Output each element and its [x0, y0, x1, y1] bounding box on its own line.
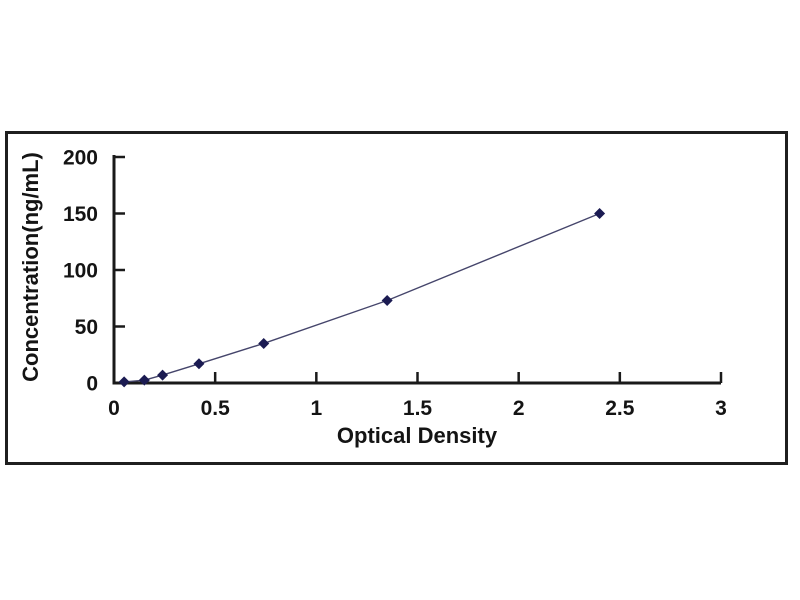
x-tick-label: 3 [715, 397, 727, 420]
data-point-marker [381, 295, 393, 307]
y-tick-label: 100 [63, 260, 98, 283]
y-tick-label: 200 [63, 147, 98, 170]
y-tick-label: 150 [63, 203, 98, 226]
data-point-marker [138, 374, 150, 386]
x-axis-title: Optical Density [337, 423, 498, 448]
x-tick-label: 2.5 [605, 397, 635, 420]
plot-frame [5, 131, 788, 465]
x-tick-label: 0.5 [201, 397, 231, 420]
x-tick-label: 2 [513, 397, 525, 420]
data-point-marker [157, 369, 169, 381]
data-series [118, 208, 606, 388]
data-point-marker [258, 337, 270, 349]
x-tick-label: 1 [310, 397, 322, 420]
axis-tick-labels: 0 50 100 150 200 0 0.5 1 1.5 2 2.5 3 [63, 147, 727, 421]
axis-ticks [114, 155, 723, 383]
data-point-marker [118, 376, 130, 388]
y-tick-label: 50 [75, 316, 98, 339]
y-tick-label: 0 [86, 373, 98, 396]
x-tick-label: 0 [108, 397, 120, 420]
data-point-marker [594, 208, 606, 219]
y-axis-title: Concentration(ng/mL) [18, 152, 43, 382]
x-tick-label: 1.5 [403, 397, 433, 420]
data-point-marker [193, 358, 205, 370]
